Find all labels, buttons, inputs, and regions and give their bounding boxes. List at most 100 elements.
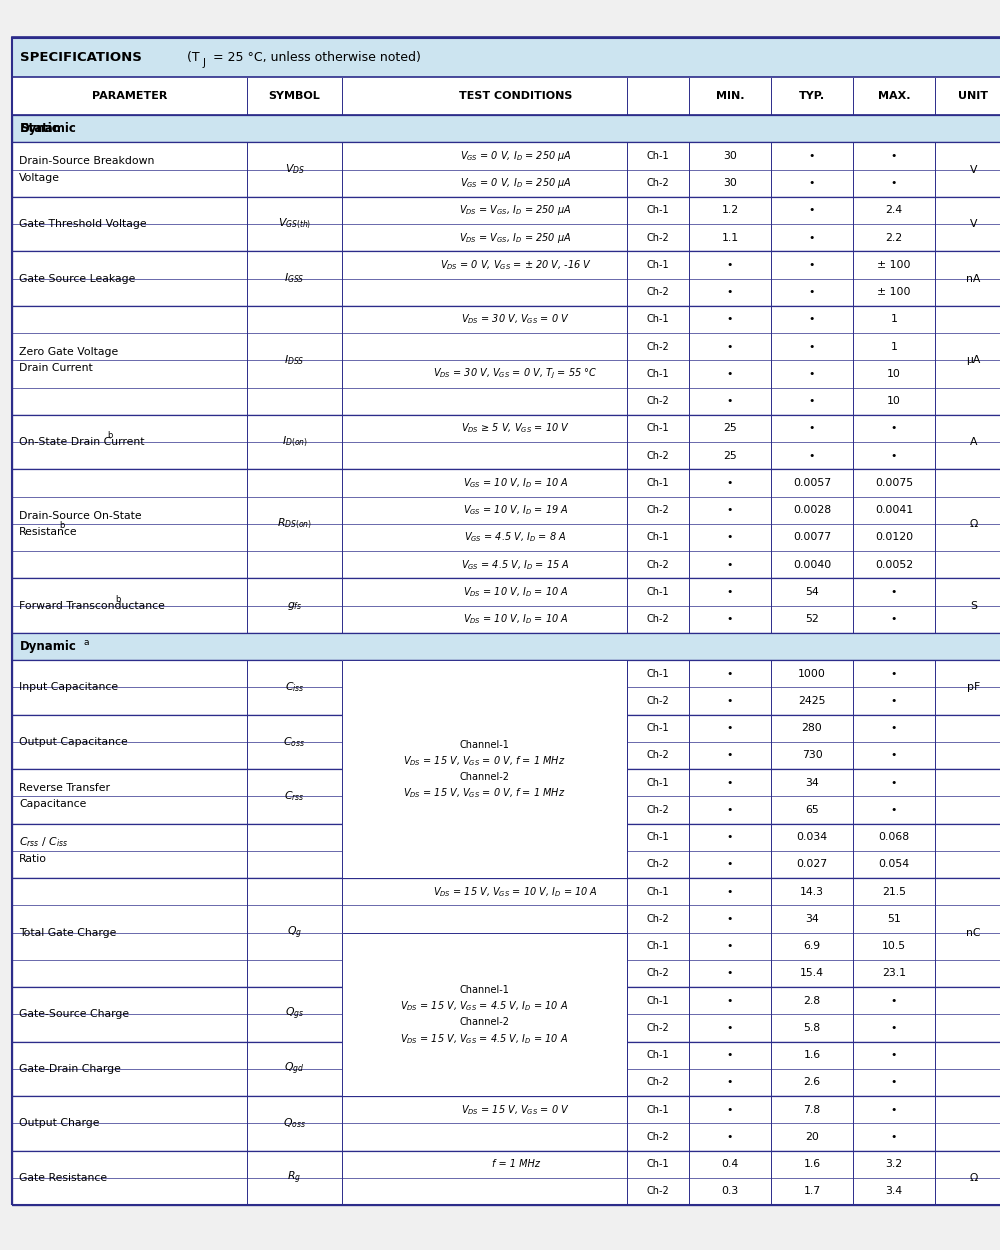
Text: 23.1: 23.1: [882, 969, 906, 979]
Text: $V_{DS}$ = 10 V, $I_D$ = 10 A: $V_{DS}$ = 10 V, $I_D$ = 10 A: [463, 612, 568, 626]
Text: $V_{DS}$ = $V_{GS}$, $I_D$ = 250 μA: $V_{DS}$ = $V_{GS}$, $I_D$ = 250 μA: [459, 204, 572, 217]
Text: Ch-1: Ch-1: [647, 315, 669, 325]
Text: 14.3: 14.3: [800, 886, 824, 896]
Text: •: •: [727, 778, 733, 788]
Text: PARAMETER: PARAMETER: [92, 91, 167, 101]
Text: •: •: [727, 260, 733, 270]
Text: Ch-2: Ch-2: [647, 860, 669, 870]
Bar: [12, 579, 1000, 632]
Bar: [342, 660, 627, 877]
Text: •: •: [891, 1050, 897, 1060]
Text: $V_{GS}$ = 4.5 V, $I_D$ = 15 A: $V_{GS}$ = 4.5 V, $I_D$ = 15 A: [461, 558, 570, 571]
Text: Ch-2: Ch-2: [647, 914, 669, 924]
Text: Ch-2: Ch-2: [647, 560, 669, 570]
Text: UNIT: UNIT: [958, 91, 988, 101]
Text: •: •: [727, 288, 733, 298]
Text: 6.9: 6.9: [803, 941, 821, 951]
Text: $V_{DS}$ = 15 V, $V_{GS}$ = 0 V, f = 1 MHz: $V_{DS}$ = 15 V, $V_{GS}$ = 0 V, f = 1 M…: [403, 786, 566, 800]
Text: $V_{DS}$ = 10 V, $I_D$ = 10 A: $V_{DS}$ = 10 V, $I_D$ = 10 A: [463, 585, 568, 599]
Text: Ch-2: Ch-2: [647, 179, 669, 189]
Text: Gate-Drain Charge: Gate-Drain Charge: [19, 1064, 121, 1074]
Text: •: •: [727, 315, 733, 325]
Text: f = 1 MHz: f = 1 MHz: [492, 1159, 540, 1169]
Text: •: •: [891, 588, 897, 598]
Text: Reverse Transfer: Reverse Transfer: [19, 782, 110, 792]
Text: Ch-2: Ch-2: [647, 396, 669, 406]
Text: Ch-1: Ch-1: [647, 1050, 669, 1060]
Text: TYP.: TYP.: [799, 91, 825, 101]
Text: 0.4: 0.4: [721, 1159, 739, 1169]
Text: 2425: 2425: [798, 696, 826, 706]
Bar: [12, 415, 1000, 469]
Text: Gate Threshold Voltage: Gate Threshold Voltage: [19, 219, 147, 229]
Text: Ch-2: Ch-2: [647, 969, 669, 979]
Text: 52: 52: [805, 614, 819, 624]
Text: •: •: [727, 969, 733, 979]
Text: $V_{DS}$ = 0 V, $V_{GS}$ = ± 20 V, -16 V: $V_{DS}$ = 0 V, $V_{GS}$ = ± 20 V, -16 V: [440, 258, 591, 271]
Text: •: •: [727, 1050, 733, 1060]
Text: $I_{GSS}$: $I_{GSS}$: [284, 271, 305, 285]
Text: 1: 1: [891, 315, 897, 325]
Text: TEST CONDITIONS: TEST CONDITIONS: [459, 91, 572, 101]
Text: Ch-2: Ch-2: [647, 1132, 669, 1142]
Text: b: b: [115, 595, 120, 604]
Text: Ch-1: Ch-1: [647, 588, 669, 598]
Text: 7.8: 7.8: [803, 1105, 821, 1115]
Text: •: •: [891, 1105, 897, 1115]
Text: $I_{D(on)}$: $I_{D(on)}$: [282, 435, 307, 449]
Text: b: b: [59, 521, 64, 530]
Text: $V_{DS}$ = $V_{GS}$, $I_D$ = 250 μA: $V_{DS}$ = $V_{GS}$, $I_D$ = 250 μA: [459, 231, 572, 245]
Text: $V_{GS}$ = 0 V, $I_D$ = 250 μA: $V_{GS}$ = 0 V, $I_D$ = 250 μA: [460, 149, 571, 162]
Text: A: A: [970, 438, 977, 448]
Text: Ch-2: Ch-2: [647, 696, 669, 706]
Text: $Q_{gs}$: $Q_{gs}$: [285, 1006, 304, 1022]
Text: Resistance: Resistance: [19, 528, 78, 538]
Text: 2.4: 2.4: [885, 205, 903, 215]
Text: MIN.: MIN.: [716, 91, 744, 101]
Bar: [12, 142, 1000, 196]
Text: •: •: [809, 179, 815, 189]
Text: Dynamic: Dynamic: [20, 640, 77, 652]
Text: $V_{DS}$ ≥ 5 V, $V_{GS}$ = 10 V: $V_{DS}$ ≥ 5 V, $V_{GS}$ = 10 V: [461, 421, 570, 435]
Bar: [12, 115, 1000, 142]
Bar: [12, 715, 1000, 769]
Text: Ch-2: Ch-2: [647, 1022, 669, 1032]
Text: Ch-1: Ch-1: [647, 478, 669, 488]
Text: •: •: [809, 396, 815, 406]
Text: Channel-1: Channel-1: [460, 740, 509, 750]
Text: Forward Transconductance: Forward Transconductance: [19, 600, 165, 610]
Text: 54: 54: [805, 588, 819, 598]
Text: •: •: [891, 424, 897, 434]
Text: 0.0028: 0.0028: [793, 505, 831, 515]
Text: Capacitance: Capacitance: [19, 800, 86, 810]
Bar: [12, 1150, 1000, 1205]
Text: 0.054: 0.054: [878, 860, 910, 870]
Text: Ratio: Ratio: [19, 854, 47, 864]
Text: $V_{GS}$ = 10 V, $I_D$ = 10 A: $V_{GS}$ = 10 V, $I_D$ = 10 A: [463, 476, 568, 490]
Text: 1000: 1000: [798, 669, 826, 679]
Text: $V_{DS}$ = 30 V, $V_{GS}$ = 0 V, $T_J$ = 55 °C: $V_{DS}$ = 30 V, $V_{GS}$ = 0 V, $T_J$ =…: [433, 366, 598, 381]
Text: Ch-2: Ch-2: [647, 614, 669, 624]
Text: Voltage: Voltage: [19, 173, 60, 182]
Text: Ω: Ω: [969, 519, 978, 529]
Text: •: •: [891, 151, 897, 161]
Text: $V_{GS(th)}$: $V_{GS(th)}$: [278, 216, 311, 231]
Text: J: J: [203, 58, 206, 68]
Text: (T: (T: [183, 51, 200, 64]
Bar: [12, 196, 1000, 251]
Bar: [12, 469, 1000, 579]
Text: nC: nC: [966, 928, 981, 938]
Text: Ch-2: Ch-2: [647, 288, 669, 298]
Text: •: •: [891, 696, 897, 706]
Text: Ch-1: Ch-1: [647, 995, 669, 1005]
Text: 3.2: 3.2: [885, 1159, 903, 1169]
Text: Ch-1: Ch-1: [647, 778, 669, 788]
Text: MAX.: MAX.: [878, 91, 910, 101]
Text: •: •: [727, 886, 733, 896]
Text: 10: 10: [887, 396, 901, 406]
Text: SPECIFICATIONS: SPECIFICATIONS: [20, 51, 142, 64]
Text: Ch-1: Ch-1: [647, 832, 669, 842]
Bar: [12, 824, 1000, 877]
Text: •: •: [727, 1132, 733, 1142]
Text: Total Gate Charge: Total Gate Charge: [19, 928, 116, 938]
